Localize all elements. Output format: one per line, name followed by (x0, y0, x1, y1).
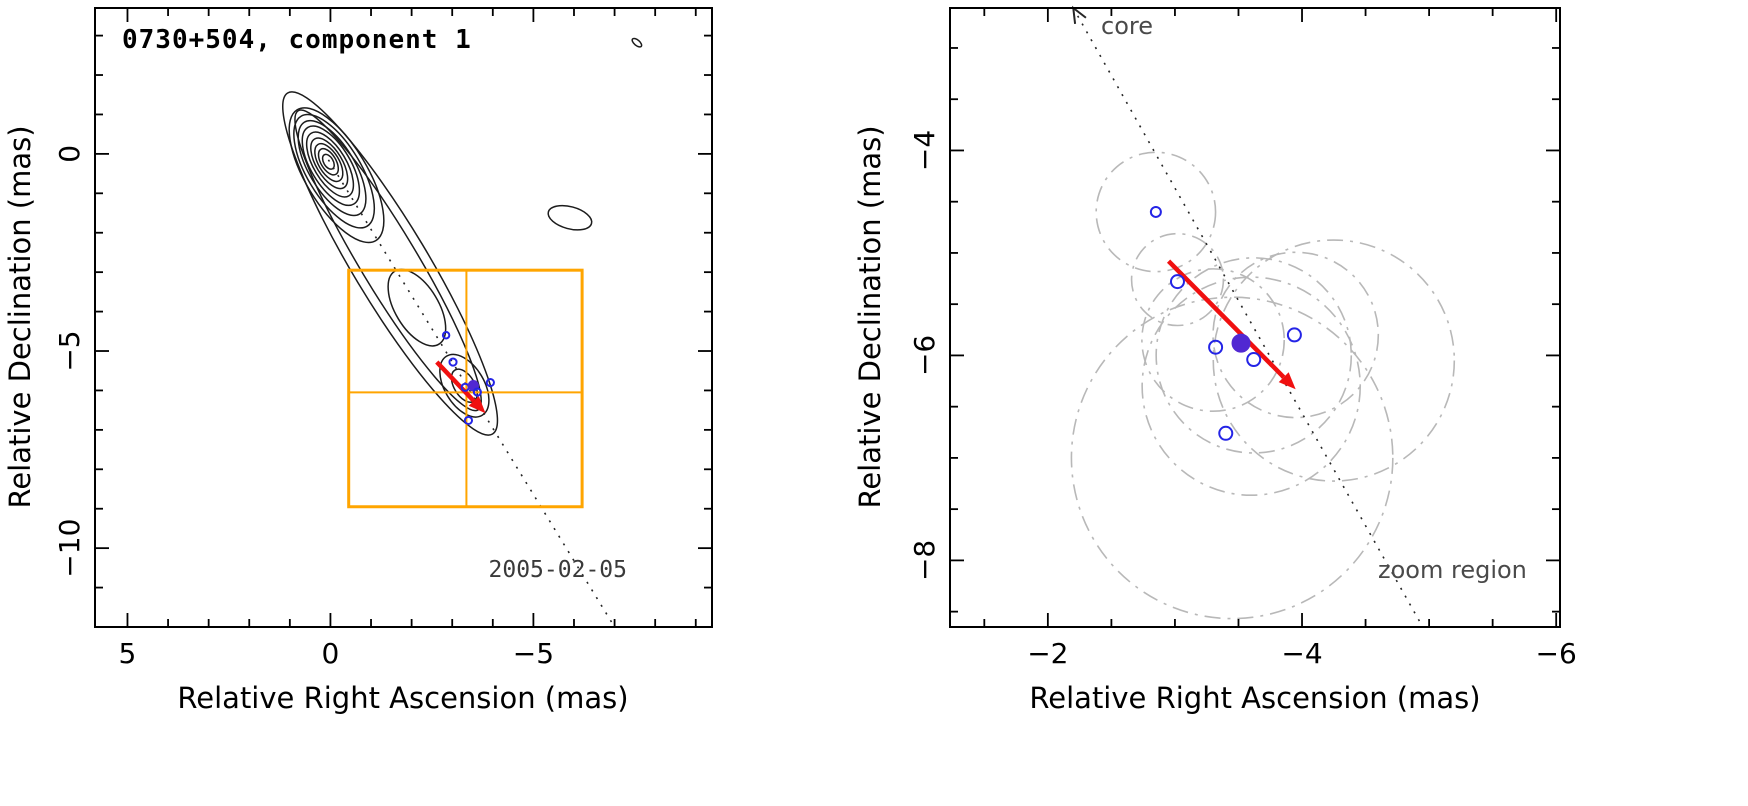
right-x-axis-title: Relative Right Ascension (mas) (1029, 681, 1480, 715)
uncertainty-circle (1130, 232, 1225, 327)
contour-line (293, 113, 376, 229)
epoch-point (1246, 352, 1262, 368)
x-tick-label: −6 (1536, 637, 1577, 670)
current-epoch-point (1231, 333, 1251, 353)
uncertainty-circle (1095, 151, 1217, 273)
source-component-title: 0730+504, component 1 (122, 25, 472, 55)
uncertainty-circle (1212, 251, 1380, 419)
right-panel-zoom-view: −2 −4 −6 −4 −6 −8 (908, 5, 1577, 670)
contour-line (281, 91, 499, 436)
uncertainty-circle (1141, 276, 1362, 497)
contour-line (321, 153, 335, 170)
x-tick-label: −4 (1281, 637, 1322, 670)
epoch-point (448, 357, 458, 367)
y-tick-label: 0 (53, 145, 86, 163)
epoch-point (1149, 205, 1162, 218)
contour-line (294, 109, 482, 412)
left-x-axis-title: Relative Right Ascension (mas) (177, 681, 628, 715)
epoch-point (485, 377, 495, 388)
uncertainty-circle (1212, 239, 1456, 482)
proper-motion-arrowhead (1278, 372, 1296, 390)
proper-motion-arrow (1166, 259, 1286, 379)
zoom-region-box (347, 268, 584, 509)
epoch-point (1286, 327, 1302, 343)
y-tick-label: −4 (908, 130, 941, 171)
zoom-region-annotation: zoom region (1378, 556, 1527, 584)
axes-frame (94, 7, 713, 628)
epoch-point (463, 415, 474, 425)
right-y-axis-title: Relative Declination (mas) (853, 125, 887, 508)
x-tick-label: 5 (119, 637, 137, 670)
y-tick-label: −8 (908, 540, 941, 581)
y-tick-label: −6 (908, 335, 941, 376)
x-tick-label: −2 (1027, 637, 1068, 670)
contour-line (301, 125, 361, 207)
contour-line (305, 131, 355, 198)
epoch-point (441, 331, 451, 340)
x-tick-label: −5 (513, 637, 554, 670)
jet-axis-dotted-line (327, 159, 616, 628)
uncertainty-circle (1141, 268, 1286, 413)
axes-frame (949, 7, 1561, 628)
contour-line (317, 147, 340, 176)
epoch-point (1218, 425, 1234, 441)
proper-motion-arrowhead (468, 396, 486, 414)
core-annotation: core (1101, 12, 1153, 40)
y-tick-label: −5 (53, 330, 86, 371)
contour-line (310, 137, 349, 190)
y-tick-label: −10 (53, 519, 86, 578)
contour-line (439, 353, 490, 418)
epoch-point (1208, 339, 1224, 355)
epoch-point (1169, 274, 1185, 290)
contour-line (288, 107, 385, 244)
left-y-axis-title: Relative Declination (mas) (3, 125, 37, 508)
jet-axis-dotted-line (1072, 7, 1424, 628)
observation-date-label: 2005-02-05 (489, 557, 627, 583)
x-tick-label: 0 (322, 637, 340, 670)
proper-motion-arrow (435, 360, 476, 403)
contour-line (547, 204, 593, 231)
contour-line (314, 142, 344, 183)
uncertainty-circle (1155, 257, 1353, 454)
left-panel-contour-map: 5 0 −5 0 −5 −10 (53, 7, 713, 670)
contour-line (631, 37, 643, 48)
epoch-point (472, 387, 482, 397)
uncertainty-circle (1070, 296, 1394, 620)
